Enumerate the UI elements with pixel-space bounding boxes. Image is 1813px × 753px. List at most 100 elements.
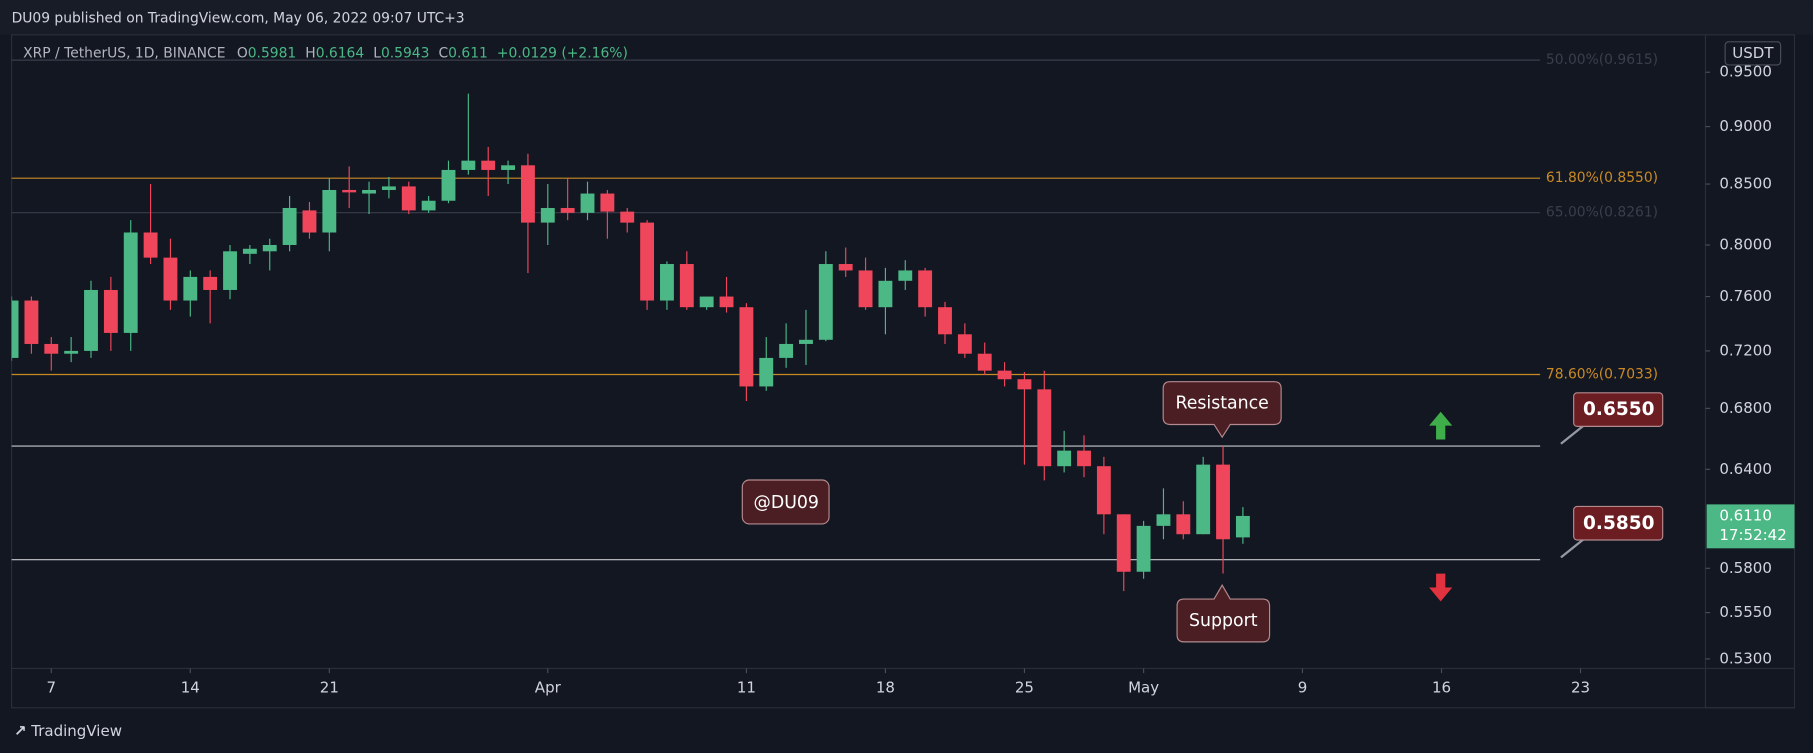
watermark: @DU09 (754, 493, 819, 513)
candle-body (898, 270, 913, 281)
open-value: 0.5981 (248, 45, 297, 61)
symbol: XRP / TetherUS, 1D, BINANCE (23, 45, 225, 61)
candle-body (64, 350, 79, 354)
candle-body (918, 270, 933, 308)
candle-body (818, 264, 833, 340)
candle-body (24, 300, 39, 344)
candle-body (84, 289, 98, 351)
published-line: DU09 published on TradingView.com, May 0… (12, 11, 465, 27)
candle-body (640, 222, 655, 301)
level-pointer (1560, 537, 1585, 559)
candle-body (739, 307, 754, 387)
candle-body (1216, 464, 1230, 540)
candle-body (223, 251, 237, 290)
candle-body (421, 200, 436, 211)
chart-header: XRP / TetherUS, 1D, BINANCE O0.5981 H0.6… (23, 45, 628, 61)
candle-body (580, 193, 595, 213)
high-prefix: H (305, 45, 315, 61)
candle-body (44, 343, 59, 354)
candle-body (1096, 466, 1111, 515)
candle-body (1116, 514, 1131, 572)
candle-body (719, 296, 734, 308)
candle-body (441, 169, 456, 201)
y-tick-label: 0.5300 (1719, 649, 1772, 667)
fib-label: 78.60%(0.7033) (1546, 367, 1658, 383)
candle-body (282, 207, 297, 245)
candle-body (1017, 379, 1032, 390)
y-tick-label: 0.9500 (1719, 63, 1772, 81)
footer-logo: ↗ TradingView (14, 721, 122, 739)
candle-body (183, 276, 198, 301)
candle-body (11, 300, 19, 358)
candle-body (262, 244, 277, 252)
candle-body (699, 296, 714, 308)
candle-body (203, 276, 218, 290)
candle-body (660, 264, 674, 301)
candle-body (878, 280, 893, 308)
candle-body (977, 353, 992, 371)
candle-body (381, 186, 396, 190)
candle-body (540, 207, 555, 223)
close-value: 0.611 (448, 45, 488, 61)
candle-body (143, 232, 158, 258)
candle-body (123, 232, 138, 333)
top-bar (0, 0, 1813, 35)
level-pointer (1560, 424, 1585, 445)
y-tick-label: 0.6800 (1719, 399, 1772, 417)
candle-body (481, 160, 496, 170)
down-arrow (1429, 573, 1453, 602)
candle-body (957, 334, 972, 354)
candle-body (342, 189, 357, 193)
candle-body (1057, 450, 1072, 467)
countdown: 17:52:42 (1719, 526, 1786, 544)
fib-label: 50.00%(0.9615) (1546, 52, 1658, 68)
level-box (1573, 392, 1664, 427)
footer: TradingView (30, 721, 122, 739)
candle-body (679, 264, 694, 308)
candle-body (1136, 525, 1151, 572)
candle-body (501, 165, 516, 170)
candle-body (1176, 514, 1191, 535)
y-tick-label: 0.9000 (1719, 117, 1772, 135)
low-value: 0.5943 (381, 45, 430, 61)
fib-label: 65.00%(0.8261) (1546, 205, 1658, 221)
candle-body (858, 270, 873, 308)
unit-label: USDT (1732, 44, 1774, 62)
y-tick-label: 0.5550 (1719, 603, 1772, 621)
x-tick-label: 21 (320, 679, 339, 697)
high-value: 0.6164 (316, 45, 365, 61)
candle-body (401, 186, 416, 211)
level-label: 0.6550 (1583, 399, 1654, 420)
candle-body (1196, 464, 1211, 535)
low-prefix: L (373, 45, 381, 61)
panel-border (10, 34, 1796, 709)
candle-body (163, 257, 178, 301)
open-prefix: O (237, 45, 248, 61)
x-tick-label: 14 (181, 679, 200, 697)
y-tick-label: 0.8500 (1719, 175, 1772, 193)
x-tick-label: 11 (737, 679, 756, 697)
y-tick-label: 0.7200 (1719, 341, 1772, 359)
y-tick-label: 0.6400 (1719, 460, 1772, 478)
x-tick-label: 7 (47, 679, 57, 697)
candle-body (799, 339, 813, 344)
x-tick-label: May (1128, 679, 1159, 697)
x-tick-label: 23 (1571, 679, 1590, 697)
x-tick-label: 18 (876, 679, 895, 697)
candle-body (938, 307, 952, 335)
candle-body (520, 165, 535, 223)
candle-body (1235, 515, 1250, 538)
candle-body (461, 160, 476, 170)
y-tick-label: 0.7600 (1719, 287, 1772, 305)
x-tick-label: Apr (535, 679, 562, 697)
candle-body (1077, 450, 1091, 467)
watermark-box (741, 479, 830, 525)
x-tick-label: 9 (1298, 679, 1308, 697)
candle-body (779, 343, 794, 358)
price-label: 0.6110 (1719, 506, 1772, 524)
fib-label: 61.80%(0.8550) (1546, 170, 1658, 186)
unit-box (1724, 41, 1782, 66)
close-prefix: C (438, 45, 448, 61)
candle-body (1037, 389, 1052, 467)
